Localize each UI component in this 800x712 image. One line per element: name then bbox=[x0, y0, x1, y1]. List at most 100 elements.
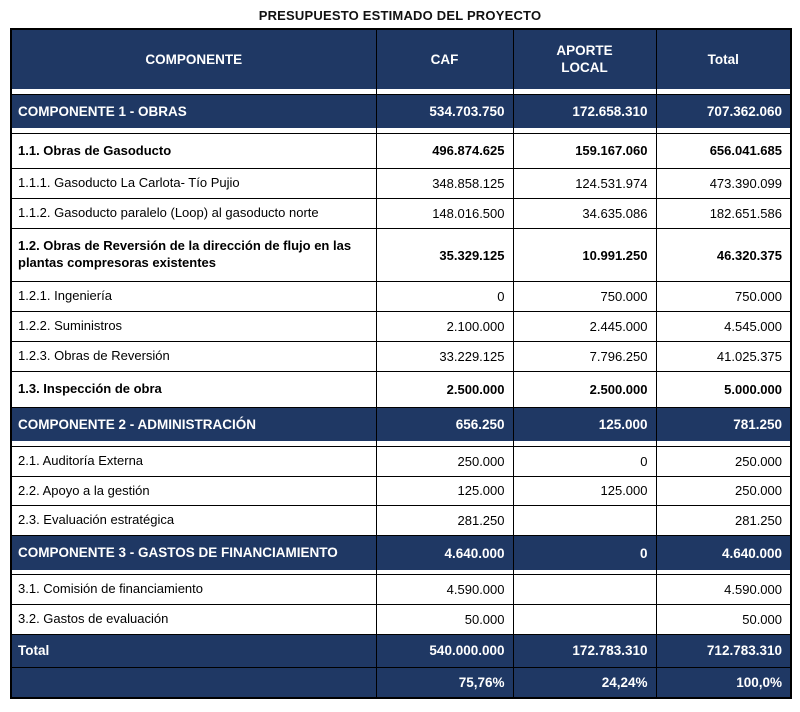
table-row: 1.1.1. Gasoducto La Carlota- Tío Pujio 34… bbox=[10, 168, 792, 200]
total-cell: 4.640.000 bbox=[655, 535, 792, 570]
total-cell: 182.651.586 bbox=[655, 198, 792, 230]
table-row: 2.3. Evaluación estratégica 281.250 281.25… bbox=[10, 505, 792, 537]
column-header-aporte-local: APORTE LOCAL bbox=[512, 28, 657, 89]
table-row: COMPONENTE 2 - ADMINISTRACIÓN 656.250 125.… bbox=[10, 406, 792, 442]
component-cell: 2.3. Evaluación estratégica bbox=[10, 505, 377, 537]
local-cell bbox=[512, 505, 657, 537]
local-cell bbox=[512, 574, 657, 606]
total-cell: 250.000 bbox=[655, 475, 792, 507]
table-row: 3.2. Gastos de evaluación 50.000 50.000 bbox=[10, 604, 792, 636]
component-cell: COMPONENTE 2 - ADMINISTRACIÓN bbox=[10, 406, 377, 442]
component-cell: 1.1.1. Gasoducto La Carlota- Tío Pujio bbox=[10, 168, 377, 200]
caf-cell: 534.703.750 bbox=[375, 93, 514, 129]
component-cell: 1.2.2. Suministros bbox=[10, 310, 377, 342]
total-cell: 4.545.000 bbox=[655, 310, 792, 342]
row-spacer bbox=[10, 89, 792, 94]
component-cell: COMPONENTE 1 - OBRAS bbox=[10, 93, 377, 129]
local-cell: 2.445.000 bbox=[512, 310, 657, 342]
component-cell: 3.1. Comisión de financiamiento bbox=[10, 574, 377, 606]
table-row: 1.2. Obras de Reversión de la dirección … bbox=[10, 228, 792, 282]
total-cell: 5.000.000 bbox=[655, 370, 792, 408]
caf-cell: 0 bbox=[375, 281, 514, 312]
header-row: COMPONENTE CAF APORTE LOCAL Total bbox=[10, 28, 792, 89]
caf-cell: 148.016.500 bbox=[375, 198, 514, 230]
local-cell: 172.658.310 bbox=[512, 93, 657, 129]
local-cell: 750.000 bbox=[512, 281, 657, 312]
table-row: 2.1. Auditoría Externa 250.000 0 250.000 bbox=[10, 445, 792, 477]
total-cell: 712.783.310 bbox=[655, 634, 792, 668]
table-row: 75,76% 24,24% 100,0% bbox=[10, 666, 792, 699]
component-cell: COMPONENTE 3 - GASTOS DE FINANCIAMIENTO bbox=[10, 535, 377, 570]
table-row: 1.1.2. Gasoducto paralelo (Loop) al gaso… bbox=[10, 198, 792, 230]
total-cell: 281.250 bbox=[655, 505, 792, 537]
component-cell: 1.2. Obras de Reversión de la dirección … bbox=[10, 228, 377, 282]
column-header-componente: COMPONENTE bbox=[10, 28, 377, 89]
caf-cell: 2.500.000 bbox=[375, 370, 514, 408]
page-title: PRESUPUESTO ESTIMADO DEL PROYECTO bbox=[258, 8, 542, 23]
local-cell: 2.500.000 bbox=[512, 370, 657, 408]
local-cell: 0 bbox=[512, 445, 657, 477]
column-header-total: Total bbox=[655, 28, 792, 89]
spacer-cell bbox=[655, 441, 792, 447]
caf-cell: 281.250 bbox=[375, 505, 514, 537]
caf-cell: 4.640.000 bbox=[375, 535, 514, 570]
caf-cell: 496.874.625 bbox=[375, 132, 514, 170]
total-cell: 41.025.375 bbox=[655, 340, 792, 372]
component-cell: 1.3. Inspección de obra bbox=[10, 370, 377, 408]
caf-cell: 2.100.000 bbox=[375, 310, 514, 342]
caf-cell: 125.000 bbox=[375, 475, 514, 507]
caf-cell: 35.329.125 bbox=[375, 228, 514, 282]
row-spacer bbox=[10, 128, 792, 134]
component-cell: 2.2. Apoyo a la gestión bbox=[10, 475, 377, 507]
total-cell: 707.362.060 bbox=[655, 93, 792, 129]
spacer-cell bbox=[655, 569, 792, 575]
local-cell bbox=[512, 604, 657, 636]
row-spacer bbox=[10, 441, 792, 447]
table-row: 1.1. Obras de Gasoducto 496.874.625 159.16… bbox=[10, 132, 792, 170]
local-cell: 7.796.250 bbox=[512, 340, 657, 372]
caf-cell: 75,76% bbox=[375, 666, 514, 699]
total-cell: 100,0% bbox=[655, 666, 792, 699]
column-header-caf: CAF bbox=[375, 28, 514, 89]
local-cell: 125.000 bbox=[512, 406, 657, 442]
caf-cell: 4.590.000 bbox=[375, 574, 514, 606]
table-row: Total 540.000.000 172.783.310 712.783.310 bbox=[10, 634, 792, 668]
table-row: 1.2.3. Obras de Reversión 33.229.125 7.796… bbox=[10, 340, 792, 372]
total-cell: 656.041.685 bbox=[655, 132, 792, 170]
spacer-cell bbox=[655, 89, 792, 94]
caf-cell: 33.229.125 bbox=[375, 340, 514, 372]
spacer-cell bbox=[655, 128, 792, 134]
local-cell: 172.783.310 bbox=[512, 634, 657, 668]
table-row: COMPONENTE 1 - OBRAS 534.703.750 172.658.3… bbox=[10, 93, 792, 129]
local-cell: 159.167.060 bbox=[512, 132, 657, 170]
component-cell: Total bbox=[10, 634, 377, 668]
caf-cell: 250.000 bbox=[375, 445, 514, 477]
total-cell: 750.000 bbox=[655, 281, 792, 312]
component-cell: 3.2. Gastos de evaluación bbox=[10, 604, 377, 636]
total-cell: 46.320.375 bbox=[655, 228, 792, 282]
row-spacer bbox=[10, 569, 792, 575]
local-cell: 0 bbox=[512, 535, 657, 570]
component-cell bbox=[10, 666, 377, 699]
local-cell: 10.991.250 bbox=[512, 228, 657, 282]
caf-cell: 348.858.125 bbox=[375, 168, 514, 200]
component-cell: 2.1. Auditoría Externa bbox=[10, 445, 377, 477]
table-row: 1.2.1. Ingeniería 0 750.000 750.000 bbox=[10, 281, 792, 312]
caf-cell: 50.000 bbox=[375, 604, 514, 636]
local-cell: 24,24% bbox=[512, 666, 657, 699]
total-cell: 781.250 bbox=[655, 406, 792, 442]
caf-cell: 540.000.000 bbox=[375, 634, 514, 668]
budget-table: COMPONENTE CAF APORTE LOCAL Total COMPON… bbox=[10, 28, 792, 699]
table-row: 2.2. Apoyo a la gestión 125.000 125.000 250… bbox=[10, 475, 792, 507]
component-cell: 1.1. Obras de Gasoducto bbox=[10, 132, 377, 170]
caf-cell: 656.250 bbox=[375, 406, 514, 442]
table-row: 3.1. Comisión de financiamiento 4.590.000… bbox=[10, 574, 792, 606]
total-cell: 473.390.099 bbox=[655, 168, 792, 200]
total-cell: 4.590.000 bbox=[655, 574, 792, 606]
total-cell: 250.000 bbox=[655, 445, 792, 477]
component-cell: 1.2.3. Obras de Reversión bbox=[10, 340, 377, 372]
component-cell: 1.2.1. Ingeniería bbox=[10, 281, 377, 312]
table-row: COMPONENTE 3 - GASTOS DE FINANCIAMIENTO 4… bbox=[10, 535, 792, 570]
table-row: 1.3. Inspección de obra 2.500.000 2.500.00… bbox=[10, 370, 792, 408]
